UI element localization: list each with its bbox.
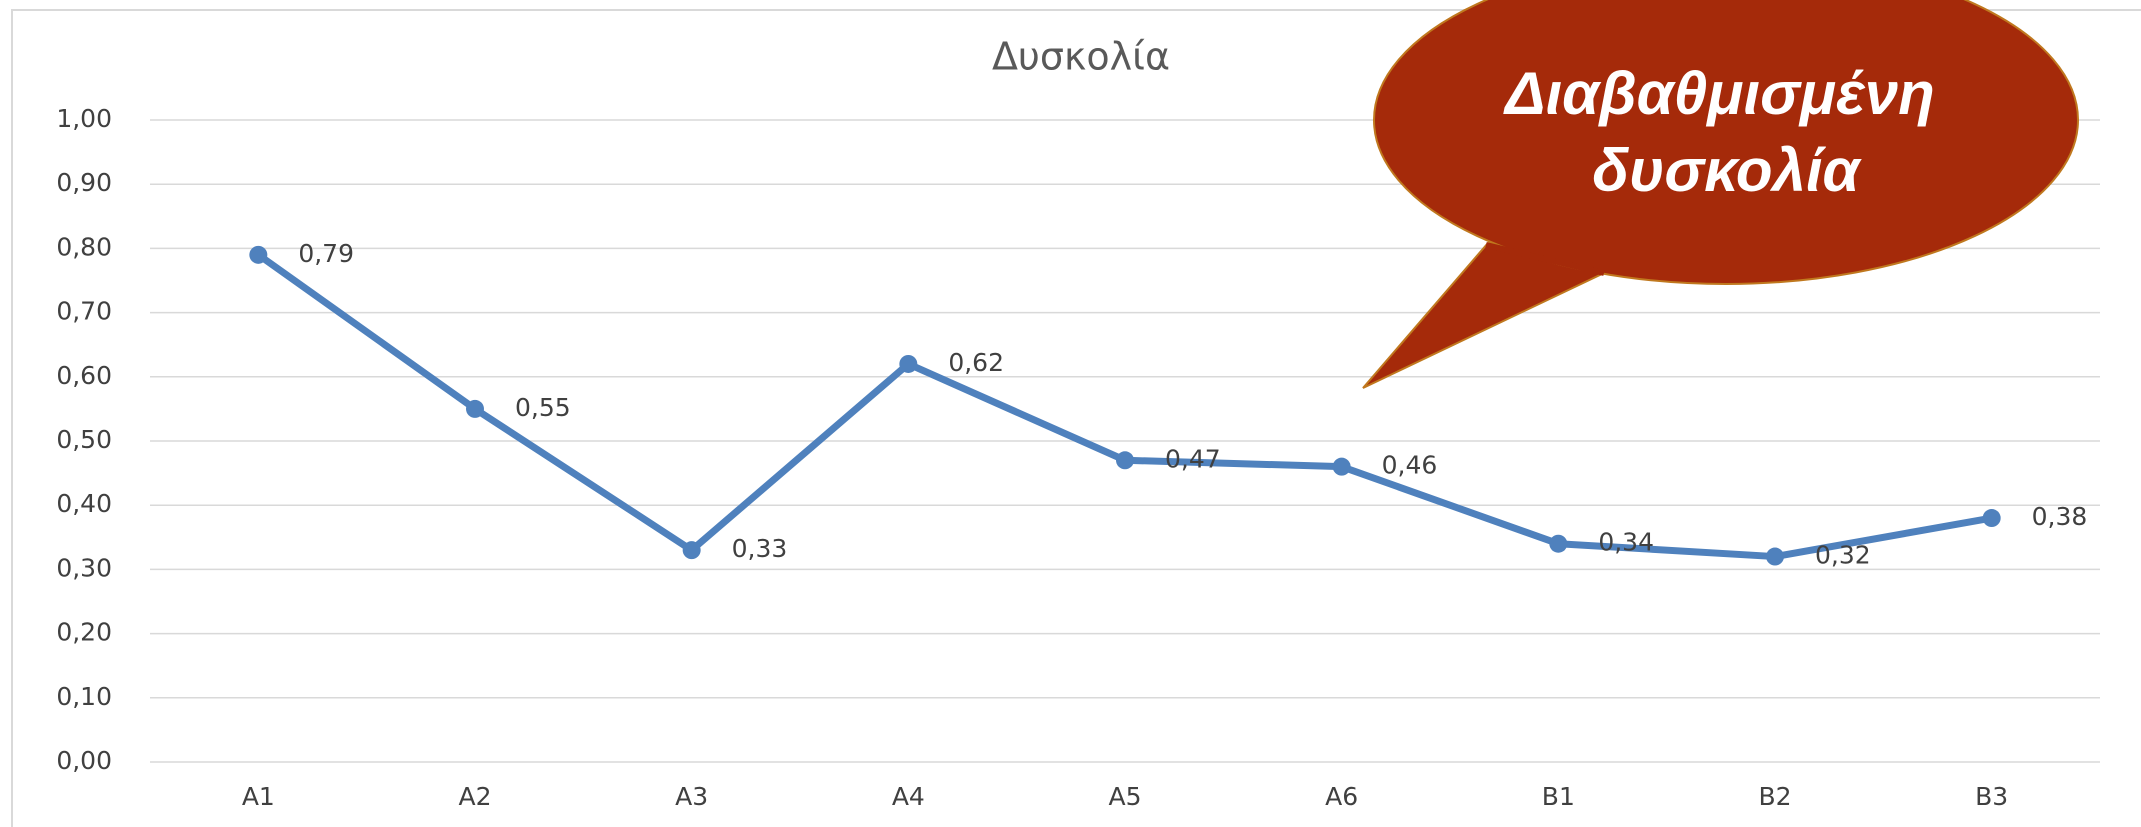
data-point [1549,534,1568,553]
y-tick-label: 0,80 [56,232,112,261]
x-tick-label: A3 [675,782,708,811]
data-point [1982,509,2001,528]
data-label: 0,32 [1815,541,1871,570]
data-label: 0,47 [1165,444,1221,473]
callout-text: δυσκολία [1592,137,1862,204]
data-point [1116,451,1134,470]
x-tick-label: B3 [1975,782,2008,811]
chart-title: Δυσκολία [992,35,1170,79]
y-tick-label: 0,90 [56,168,112,197]
data-label: 0,79 [298,239,354,268]
x-tick-label: A4 [892,782,925,811]
y-tick-label: 0,60 [56,361,112,390]
data-point [1766,547,1784,566]
data-label: 0,62 [948,348,1004,377]
data-point [466,399,484,418]
y-tick-label: 0,40 [56,489,112,518]
data-label: 0,38 [2032,502,2088,531]
x-tick-label: B1 [1542,782,1575,811]
x-tick-label: A2 [458,782,491,811]
x-tick-label: A1 [242,782,275,811]
plot-area: 0,00 0,10 0,20 0,30 0,40 0,50 0,60 0,70 0,80 0,90… [56,104,2100,811]
data-point [1332,457,1351,476]
y-tick-label: 0,70 [56,297,112,326]
data-label: 0,55 [515,393,571,422]
callout: Διαβαθμισμένη δυσκολία [1362,0,2079,389]
y-tick-label: 0,10 [56,682,112,711]
y-tick-label: 0,30 [56,553,112,582]
y-tick-label: 1,00 [56,104,112,133]
x-tick-label: A6 [1325,782,1358,811]
data-point [899,354,918,373]
data-point [682,541,701,560]
data-label: 0,34 [1598,528,1654,557]
data-label: 0,33 [732,534,788,563]
y-tick-label: 0,20 [56,618,112,647]
data-point [249,245,268,264]
callout-join [1485,242,1605,276]
chart-frame [11,9,2141,827]
x-tick-label: A5 [1108,782,1141,811]
callout-text: Διαβαθμισμένη [1503,60,1935,127]
callout-bubble [1373,0,2079,285]
y-tick-label: 0,50 [56,425,112,454]
y-tick-label: 0,00 [56,746,112,775]
x-tick-label: B2 [1758,782,1791,811]
data-label: 0,46 [1382,451,1438,480]
